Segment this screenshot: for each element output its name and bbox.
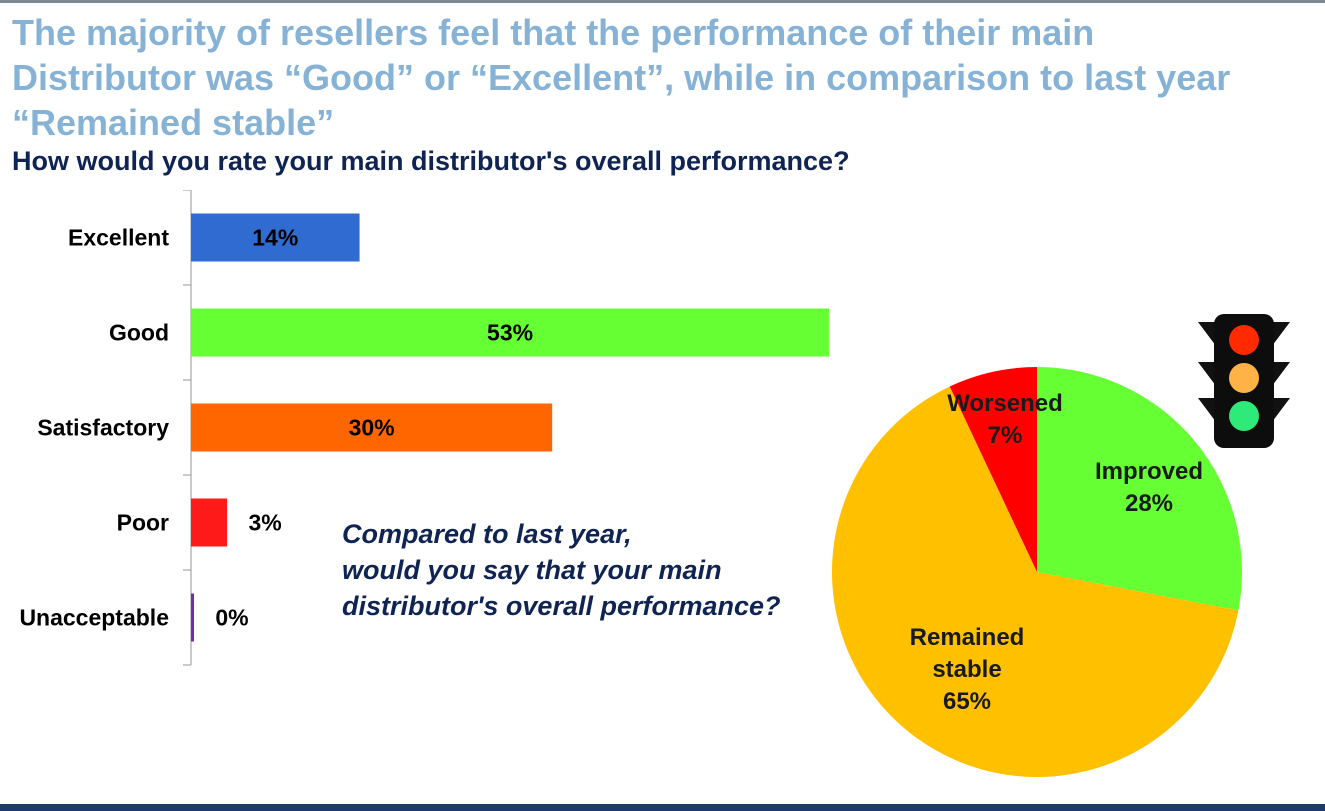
bar-value-label: 3% (248, 510, 281, 536)
pie-question: Compared to last year, would you say tha… (342, 516, 862, 624)
traffic-light-visor (1272, 398, 1290, 422)
bar-value-label: 30% (349, 415, 395, 441)
traffic-light-visor (1198, 362, 1216, 386)
bar-unacceptable (191, 593, 194, 642)
pie-slice-label: Worsened (947, 390, 1063, 417)
traffic-light-visor (1198, 398, 1216, 422)
pie-question-line: Compared to last year, (342, 519, 632, 549)
bar-value-label: 14% (252, 225, 298, 251)
bar-good (191, 308, 830, 357)
category-label: Excellent (68, 225, 169, 251)
traffic-light-amber-lamp (1229, 363, 1259, 393)
category-label: Poor (117, 510, 169, 536)
pie-question-line: distributor's overall performance? (342, 591, 781, 621)
headline-line: The majority of resellers feel that the … (12, 12, 1095, 53)
traffic-light-visor (1198, 322, 1216, 346)
headline: The majority of resellers feel that the … (12, 10, 1312, 145)
traffic-light-visor (1272, 322, 1290, 346)
comparison-pie-chart: Improved 28% Remained stable 65% Worsened 7% (832, 367, 1243, 778)
pie-slice-improved (1037, 367, 1243, 611)
category-label: Satisfactory (37, 415, 169, 441)
rating-bar-chart: Excellent 14% Good 53% Satisfactory 30% Poor 3%… (19, 190, 830, 666)
category-label: Good (109, 320, 169, 346)
bar-satisfactory (191, 403, 553, 452)
bottom-rule (0, 804, 1325, 811)
traffic-light-green-lamp (1229, 401, 1259, 431)
pie-slice-remained-stable (832, 386, 1239, 778)
bar-value-label: 53% (487, 320, 533, 346)
chart-question: How would you rate your main distributor… (12, 146, 850, 176)
pie-slice-worsened (949, 367, 1037, 572)
headline-line: “Remained stable” (12, 102, 335, 143)
headline-line: Distributor was “Good” or “Excellent”, w… (12, 57, 1231, 98)
pie-question-line: would you say that your main (342, 555, 722, 585)
bar-excellent (191, 213, 360, 262)
pie-slice-label: 7% (988, 422, 1023, 449)
traffic-light-icon (1198, 314, 1290, 448)
pie-slice-label: stable (932, 656, 1001, 683)
pie-slice-label: 65% (943, 688, 991, 715)
top-rule (0, 0, 1325, 3)
category-label: Unacceptable (19, 605, 169, 631)
pie-slice-label: Remained (910, 624, 1025, 651)
pie-slice-label: 28% (1125, 490, 1173, 517)
traffic-light-visor (1272, 362, 1290, 386)
bar-value-label: 0% (215, 605, 248, 631)
traffic-light-red-lamp (1229, 325, 1259, 355)
pie-slice-label: Improved (1095, 458, 1203, 485)
bar-poor (191, 498, 228, 547)
